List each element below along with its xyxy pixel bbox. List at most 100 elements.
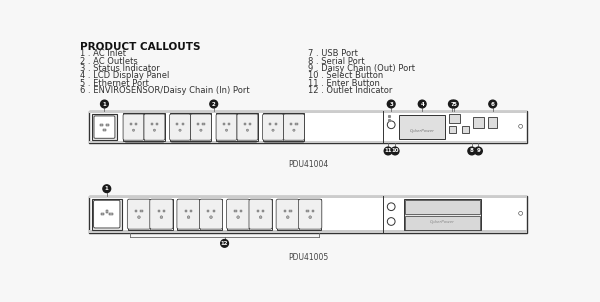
Bar xyxy=(223,123,225,125)
Circle shape xyxy=(226,129,227,131)
Text: 9 . Daisy Chain (Out) Port: 9 . Daisy Chain (Out) Port xyxy=(308,64,415,73)
Text: 3 . Status Indicator: 3 . Status Indicator xyxy=(80,64,160,73)
FancyBboxPatch shape xyxy=(123,114,144,140)
Bar xyxy=(130,123,132,125)
Bar xyxy=(405,200,479,214)
FancyBboxPatch shape xyxy=(237,114,258,140)
Circle shape xyxy=(418,100,426,108)
Circle shape xyxy=(391,147,399,155)
Bar xyxy=(307,210,308,212)
Bar xyxy=(277,199,322,230)
Bar xyxy=(488,117,497,128)
Circle shape xyxy=(384,147,392,155)
Bar xyxy=(449,126,457,133)
Text: 12 . Outlet Indicator: 12 . Outlet Indicator xyxy=(308,86,392,95)
FancyBboxPatch shape xyxy=(127,199,151,229)
Text: 1: 1 xyxy=(105,186,109,191)
Circle shape xyxy=(388,100,395,108)
Bar xyxy=(89,111,527,113)
Bar xyxy=(228,123,230,125)
Text: 2 . AC Outlets: 2 . AC Outlets xyxy=(80,57,138,66)
Bar xyxy=(234,210,236,212)
Bar xyxy=(170,113,211,141)
FancyBboxPatch shape xyxy=(177,199,200,229)
Text: 3: 3 xyxy=(389,101,393,107)
Circle shape xyxy=(221,239,229,247)
Bar xyxy=(202,123,205,125)
Circle shape xyxy=(475,147,482,155)
Circle shape xyxy=(179,129,181,131)
Bar xyxy=(244,123,246,125)
Text: 7 . USB Port: 7 . USB Port xyxy=(308,49,358,58)
FancyBboxPatch shape xyxy=(276,199,299,229)
Bar xyxy=(269,123,271,125)
Text: 8: 8 xyxy=(470,149,474,153)
Bar xyxy=(151,123,153,125)
FancyBboxPatch shape xyxy=(94,200,120,228)
Bar xyxy=(92,114,117,140)
Circle shape xyxy=(209,216,212,219)
Bar xyxy=(290,123,292,125)
Circle shape xyxy=(468,147,476,155)
Text: 1 . AC Inlet: 1 . AC Inlet xyxy=(80,49,127,58)
Bar xyxy=(156,123,158,125)
Circle shape xyxy=(210,100,218,108)
Text: 9: 9 xyxy=(476,149,481,153)
Bar xyxy=(295,123,298,125)
Circle shape xyxy=(259,216,262,219)
Bar xyxy=(227,199,272,230)
Circle shape xyxy=(489,100,497,108)
Text: PDU41005: PDU41005 xyxy=(288,252,328,262)
Bar xyxy=(176,123,178,125)
Circle shape xyxy=(293,129,295,131)
Bar xyxy=(182,123,184,125)
Text: PDU41004: PDU41004 xyxy=(288,160,328,169)
Bar xyxy=(89,141,527,143)
Bar xyxy=(135,123,137,125)
Bar xyxy=(101,213,104,215)
FancyBboxPatch shape xyxy=(170,114,190,140)
Bar xyxy=(449,114,460,123)
Bar xyxy=(263,113,304,141)
Bar xyxy=(399,115,445,140)
Bar xyxy=(106,210,108,213)
Circle shape xyxy=(237,216,239,219)
Bar xyxy=(158,210,160,212)
Circle shape xyxy=(286,216,289,219)
Bar xyxy=(197,123,199,125)
Bar xyxy=(178,199,222,230)
FancyBboxPatch shape xyxy=(249,199,272,229)
Circle shape xyxy=(518,211,523,215)
Text: 10: 10 xyxy=(391,149,399,153)
Bar xyxy=(163,210,165,212)
Bar xyxy=(89,230,527,233)
Bar xyxy=(128,199,173,230)
Circle shape xyxy=(101,100,109,108)
Bar xyxy=(123,113,165,141)
Bar xyxy=(100,124,103,126)
Circle shape xyxy=(449,100,457,108)
Bar xyxy=(89,196,527,233)
Bar xyxy=(462,126,469,133)
FancyBboxPatch shape xyxy=(227,199,250,229)
Bar xyxy=(140,210,143,212)
Bar xyxy=(239,210,242,212)
Text: 6: 6 xyxy=(491,101,494,107)
Text: 7: 7 xyxy=(451,101,454,107)
FancyBboxPatch shape xyxy=(190,114,211,140)
Bar xyxy=(405,216,479,230)
Bar xyxy=(216,113,258,141)
Circle shape xyxy=(388,203,395,210)
Bar xyxy=(275,123,277,125)
Bar xyxy=(207,210,209,212)
Bar xyxy=(92,199,121,230)
Bar xyxy=(103,129,106,131)
Bar xyxy=(404,199,481,230)
Circle shape xyxy=(388,121,395,129)
Text: PRODUCT CALLOUTS: PRODUCT CALLOUTS xyxy=(80,42,201,52)
Circle shape xyxy=(246,129,248,131)
Text: 6 . ENVIROSENSOR/Daisy Chain (In) Port: 6 . ENVIROSENSOR/Daisy Chain (In) Port xyxy=(80,86,250,95)
Bar xyxy=(89,111,527,143)
Bar xyxy=(249,123,251,125)
Circle shape xyxy=(200,129,202,131)
